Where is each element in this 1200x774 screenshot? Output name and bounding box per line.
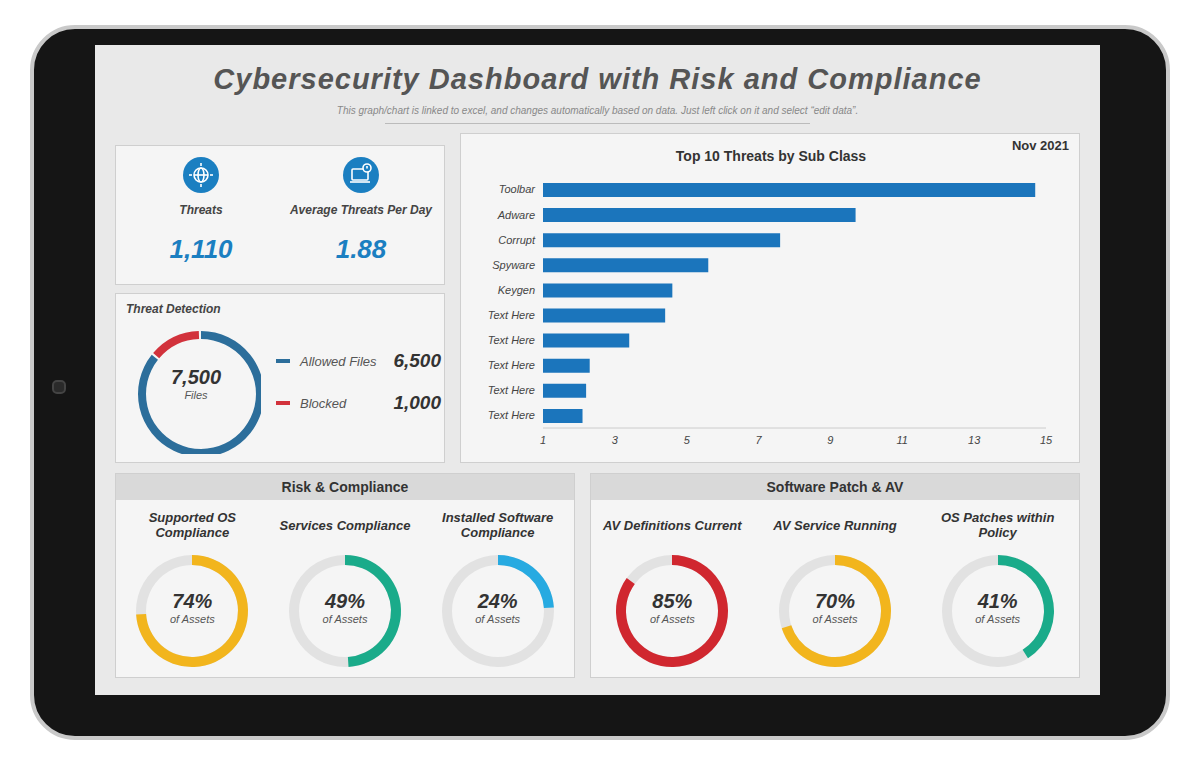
html-text:of Assets: of Assets — [322, 613, 368, 625]
html-text:1.88: 1.88 — [335, 234, 387, 264]
svg-text:Text Here: Text Here — [488, 359, 535, 371]
svg-text:13: 13 — [968, 434, 981, 446]
svg-text:Text Here: Text Here — [488, 409, 535, 421]
html-text:of Assets: of Assets — [649, 613, 695, 625]
html-text:Services Compliance: Services Compliance — [279, 517, 411, 533]
html-text:of Assets: of Assets — [169, 613, 215, 625]
html-text:Nov 2021: Nov 2021 — [1011, 138, 1069, 153]
html-text:of Assets: of Assets — [475, 613, 521, 625]
html-text:Top 10 Threats by Sub Class: Top 10 Threats by Sub Class — [675, 148, 867, 164]
html-text:49%: 49% — [325, 590, 365, 612]
html-text:AV Service Running: AV Service Running — [773, 517, 897, 533]
html-text:1,000: 1,000 — [393, 392, 441, 413]
svg-text:Keygen: Keygen — [498, 284, 535, 296]
html-text:of Assets: of Assets — [975, 613, 1021, 625]
svg-text:Adware: Adware — [497, 209, 535, 221]
svg-text:5: 5 — [684, 434, 691, 446]
html-text:OS Patches within Policy: OS Patches within Policy — [940, 510, 1055, 540]
html-text:Installed Software Compliance: Installed Software Compliance — [442, 510, 554, 540]
html-text:74%: 74% — [172, 590, 213, 612]
svg-text:Text Here: Text Here — [488, 384, 535, 396]
html-text:of Assets: of Assets — [812, 613, 858, 625]
html-text:Software Patch & AV: Software Patch & AV — [766, 479, 904, 495]
html-text:Blocked: Blocked — [300, 395, 347, 411]
html-text:Average Threats Per Day: Average Threats Per Day — [290, 203, 432, 217]
html-text:7,500: 7,500 — [171, 366, 221, 388]
svg-text:1: 1 — [540, 434, 546, 446]
svg-text:11: 11 — [897, 434, 908, 446]
html-text:AV Definitions Current: AV Definitions Current — [603, 517, 742, 533]
svg-text:15: 15 — [1040, 434, 1053, 446]
svg-text:3: 3 — [612, 434, 619, 446]
html-text:Risk & Compliance: Risk & Compliance — [281, 479, 409, 495]
html-text:85%: 85% — [652, 590, 693, 612]
html-text:Cybersecurity Dashboard with R: Cybersecurity Dashboard with Risk and Co… — [213, 63, 982, 95]
html-text:Allowed Files: Allowed Files — [300, 353, 377, 369]
html-text:6,500: 6,500 — [393, 350, 441, 371]
svg-text:7: 7 — [756, 434, 763, 446]
html-text:Threats: Threats — [179, 203, 223, 217]
svg-text:Text Here: Text Here — [488, 309, 535, 321]
svg-text:Corrupt: Corrupt — [498, 234, 536, 246]
html-text:1,110: 1,110 — [169, 234, 233, 264]
html-text:Threat Detection: Threat Detection — [126, 302, 221, 316]
svg-text:9: 9 — [827, 434, 833, 446]
html-text:This graph/chart is linked to: This graph/chart is linked to excel, and… — [336, 105, 859, 116]
svg-text:Spyware: Spyware — [492, 259, 535, 271]
svg-text:Toolbar: Toolbar — [499, 183, 537, 195]
html-text:70%: 70% — [815, 590, 855, 612]
html-text:Supported OS Compliance: Supported OS Compliance — [148, 510, 236, 540]
html-text:24%: 24% — [477, 590, 518, 612]
html-text:Files: Files — [184, 389, 208, 401]
html-text:41%: 41% — [977, 590, 1018, 612]
svg-text:Text Here: Text Here — [488, 334, 535, 346]
